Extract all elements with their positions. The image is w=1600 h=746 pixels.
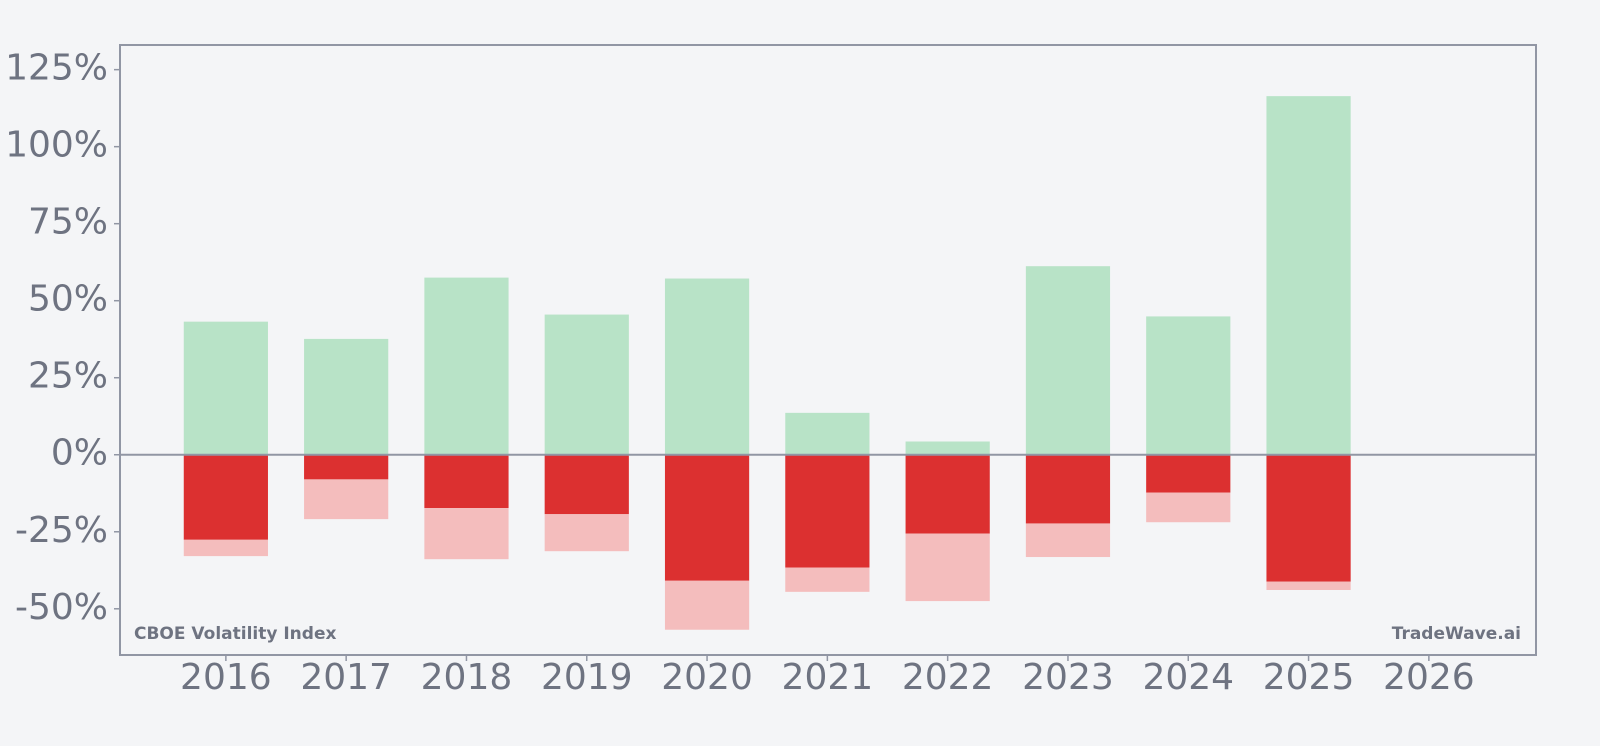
- bar: [183, 454, 268, 540]
- x-tick-label: 2017: [300, 657, 392, 698]
- bar: [304, 479, 389, 520]
- bar: [664, 454, 750, 581]
- bar: [1146, 492, 1231, 523]
- bar: [1025, 454, 1111, 524]
- bar: [785, 567, 870, 592]
- bar: [664, 278, 750, 455]
- x-tick-label: 2026: [1383, 657, 1475, 698]
- bar: [304, 454, 389, 480]
- bar: [1146, 454, 1231, 493]
- bar: [1266, 96, 1351, 455]
- x-tick-label: 2021: [782, 657, 874, 698]
- x-tick-label: 2023: [1022, 657, 1114, 698]
- bar: [544, 454, 629, 515]
- bar: [544, 514, 629, 552]
- bar: [544, 314, 629, 455]
- y-tick-label: 75%: [28, 202, 108, 243]
- x-tick-label: 2022: [902, 657, 994, 698]
- bar: [785, 412, 870, 455]
- bar: [183, 539, 268, 557]
- x-tick-label: 2016: [180, 657, 272, 698]
- bar: [785, 454, 870, 568]
- bar: [1025, 523, 1111, 558]
- bar: [905, 454, 990, 534]
- bar: [1025, 266, 1111, 455]
- y-tick-label: -25%: [15, 510, 108, 551]
- x-tick-label: 2018: [421, 657, 513, 698]
- bar: [905, 441, 990, 455]
- bar: [905, 533, 990, 602]
- x-tick-label: 2024: [1142, 657, 1234, 698]
- plot-frame: [119, 44, 1537, 656]
- bar: [424, 454, 509, 509]
- chart-annotation: CBOE Volatility Index: [134, 624, 336, 644]
- bar: [424, 277, 509, 455]
- chart-annotation: TradeWave.ai: [1392, 624, 1521, 644]
- y-tick-label: 100%: [5, 125, 108, 166]
- bar: [183, 321, 268, 455]
- y-tick-label: 25%: [28, 356, 108, 397]
- bar: [1146, 316, 1231, 455]
- y-tick-label: 0%: [51, 433, 108, 474]
- x-tick-label: 2020: [661, 657, 753, 698]
- x-tick-label: 2019: [541, 657, 633, 698]
- bar: [664, 580, 750, 630]
- x-tick-label: 2025: [1263, 657, 1355, 698]
- bar: [1266, 454, 1351, 582]
- bar: [1266, 581, 1351, 590]
- y-tick-label: 125%: [5, 48, 108, 89]
- bar: [424, 508, 509, 560]
- bar: [304, 338, 389, 455]
- y-tick-label: 50%: [28, 279, 108, 320]
- y-tick-label: -50%: [15, 587, 108, 628]
